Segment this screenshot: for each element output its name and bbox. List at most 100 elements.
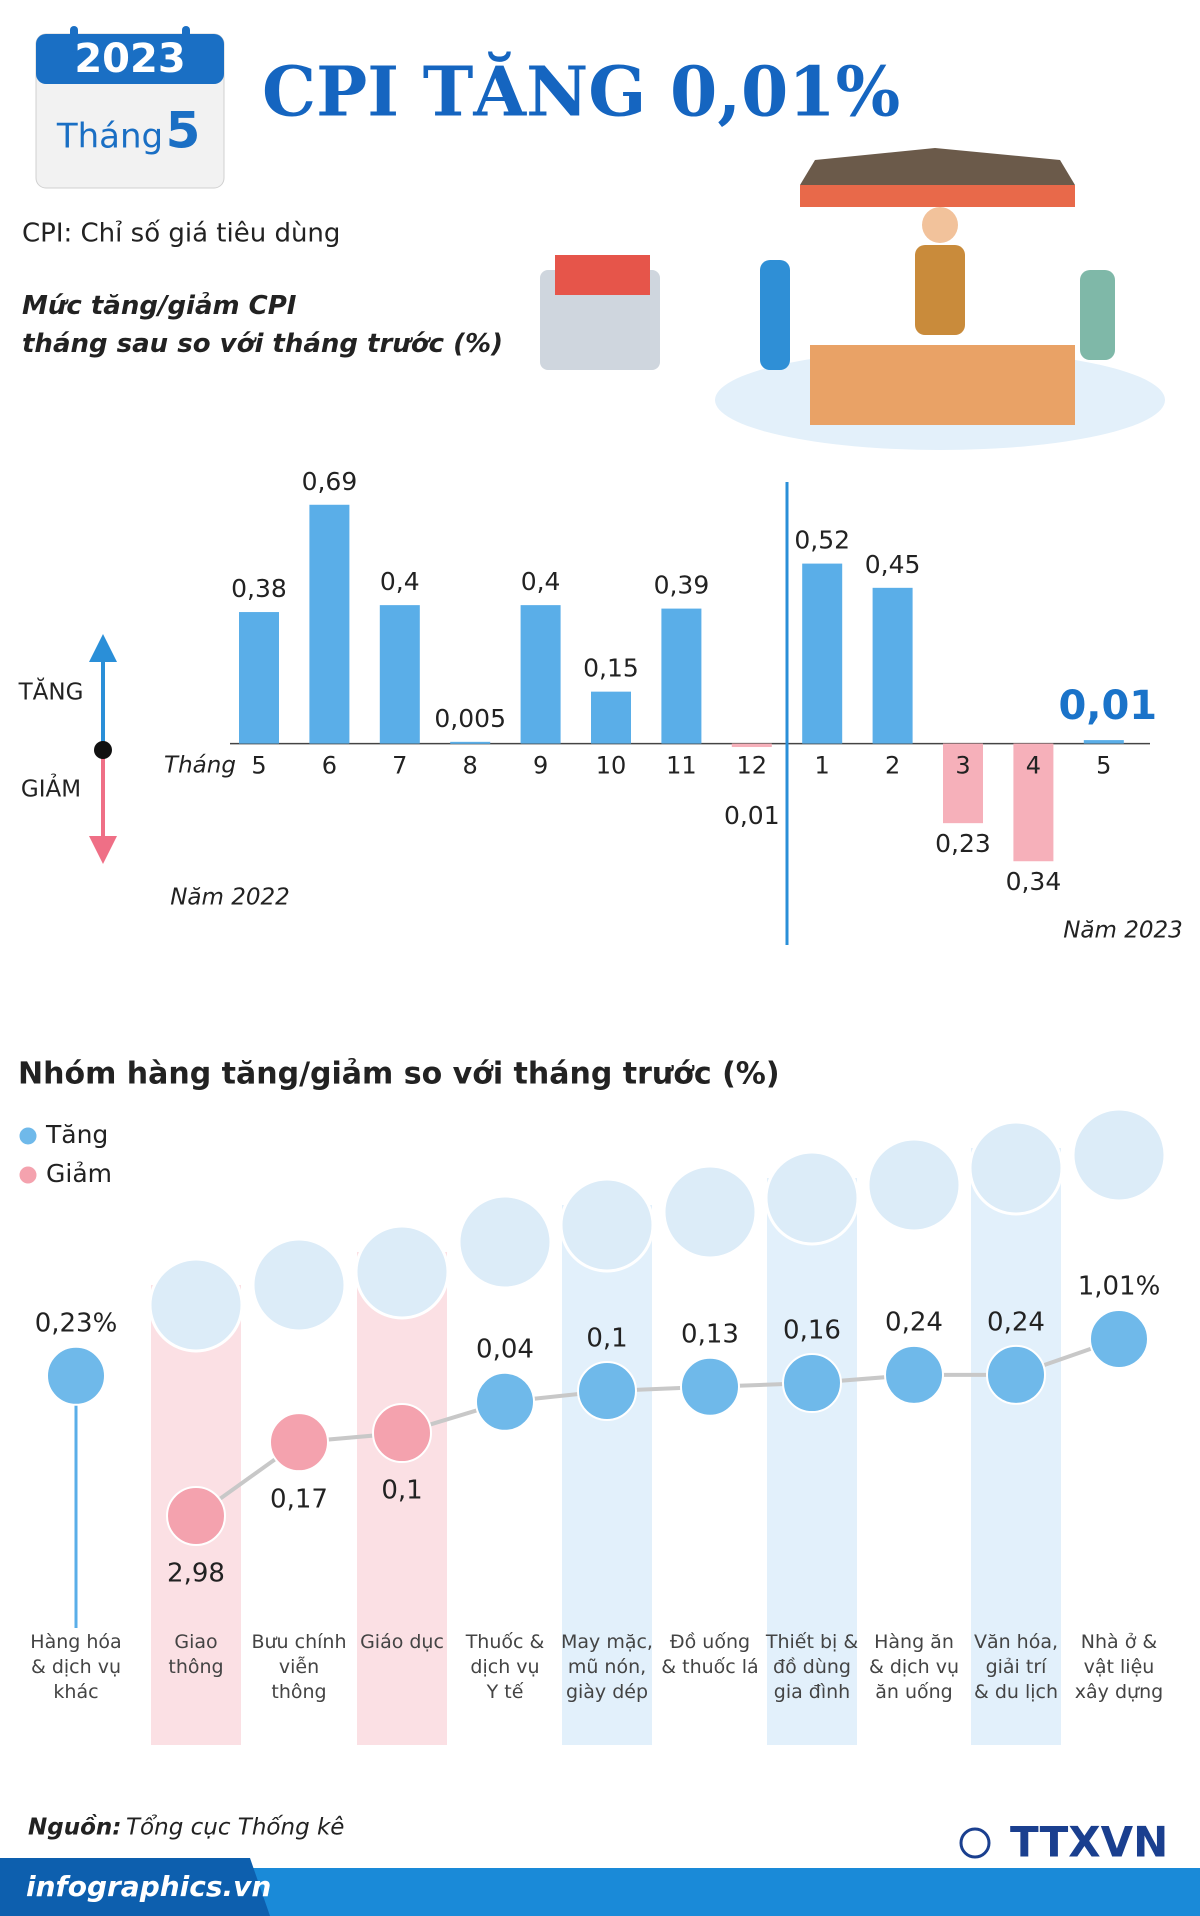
- year-label: Năm 2022: [170, 885, 290, 911]
- column-highlight: [971, 1148, 1061, 1745]
- x-tick-label: 3: [955, 752, 970, 780]
- dot: [680, 1356, 740, 1417]
- category-label: Giao thông: [168, 1631, 224, 1678]
- category-icon: [866, 1137, 962, 1233]
- x-tick-label: 4: [1026, 752, 1041, 780]
- dot: [986, 1344, 1046, 1405]
- category-label: Thiết bị & đồ dùng gia đình: [765, 1631, 859, 1703]
- value-label: 0,1: [381, 1476, 422, 1506]
- value-label: 0,01: [1058, 683, 1157, 729]
- copyright-mark: [959, 1827, 991, 1859]
- value-label: 0,01: [724, 801, 780, 830]
- x-tick-label: 8: [463, 752, 478, 780]
- x-axis-label: Tháng: [164, 753, 236, 779]
- value-label: 0,69: [302, 467, 358, 496]
- main-title: CPI TĂNG 0,01%: [262, 53, 900, 133]
- bar: [309, 504, 350, 744]
- x-tick-label: 11: [666, 752, 697, 780]
- value-label: 0,45: [865, 550, 921, 579]
- value-label: 1,01%: [1078, 1272, 1161, 1302]
- category-label: May mặc, mũ nón, giày dép: [561, 1631, 653, 1703]
- column-highlight: [562, 1205, 652, 1745]
- chart-title: Nhóm hàng tăng/giảm so với tháng trước (…: [18, 1057, 780, 1092]
- source-label: Nguồn:: [28, 1814, 121, 1841]
- bar: [872, 587, 913, 744]
- direction-label: TĂNG: [18, 678, 84, 706]
- value-label: 0,34: [1006, 867, 1062, 896]
- value-label: 0,39: [654, 571, 710, 600]
- dot: [269, 1412, 329, 1473]
- x-tick-label: 9: [533, 752, 548, 780]
- legend-label: Giảm: [46, 1159, 112, 1188]
- column-highlight: [767, 1178, 857, 1745]
- calendar-year: 2023: [74, 36, 185, 82]
- zero-dot: [94, 741, 112, 759]
- illustration: [540, 148, 1165, 450]
- value-label: 0,4: [380, 567, 420, 596]
- bar: [1083, 740, 1124, 744]
- category-label: Giáo dục: [360, 1631, 444, 1653]
- website: infographics.vn: [26, 1870, 271, 1903]
- category-label: Đồ uống & thuốc lá: [661, 1631, 759, 1678]
- dot: [372, 1403, 432, 1464]
- value-label: 0,38: [231, 574, 287, 603]
- category-icon: [764, 1150, 860, 1246]
- bar: [1013, 743, 1054, 862]
- value-label: 0,1: [586, 1323, 627, 1353]
- calendar-month-label: Tháng: [56, 117, 163, 157]
- x-tick-label: 7: [392, 752, 407, 780]
- bar: [450, 741, 491, 744]
- value-label: 0,13: [681, 1319, 739, 1349]
- value-label: 0,005: [434, 704, 506, 733]
- bar: [591, 691, 631, 744]
- category-icon: [251, 1237, 347, 1333]
- up-arrowhead: [89, 634, 117, 662]
- calendar-ring: [182, 26, 190, 52]
- calendar-month: 5: [166, 102, 201, 160]
- calendar-header: [36, 34, 224, 84]
- category-icon: [662, 1164, 758, 1260]
- dot: [1089, 1309, 1149, 1369]
- bar: [731, 743, 772, 748]
- value-label: 0,24: [987, 1307, 1045, 1337]
- bar: [802, 563, 843, 744]
- category-icon: [354, 1224, 450, 1320]
- value-label: 0,04: [476, 1334, 534, 1364]
- x-tick-label: 10: [596, 752, 627, 780]
- x-tick-label: 2: [885, 752, 900, 780]
- category-label: Hàng hóa & dịch vụ khác: [30, 1631, 122, 1703]
- value-label: 0,52: [794, 526, 850, 555]
- bar: [239, 612, 279, 744]
- category-icon: [457, 1194, 553, 1290]
- dot: [475, 1371, 535, 1432]
- value-label: 0,17: [270, 1485, 328, 1515]
- bar: [943, 743, 983, 824]
- category-icon: [559, 1177, 655, 1273]
- value-label: 0,23: [935, 829, 991, 858]
- legend-label: Tăng: [45, 1120, 108, 1149]
- dot: [884, 1344, 944, 1405]
- bar: [520, 605, 561, 744]
- category-label: Nhà ở & vật liệu xây dựng: [1074, 1631, 1164, 1703]
- subtitle: CPI: Chỉ số giá tiêu dùng: [22, 219, 340, 249]
- value-label: 2,98: [167, 1559, 225, 1589]
- category-label: Bưu chính viễn thông: [251, 1631, 347, 1703]
- category-icon: [148, 1257, 244, 1353]
- footer-tab: [0, 1858, 270, 1916]
- x-tick-label: 1: [815, 752, 830, 780]
- category-icon: [1071, 1107, 1167, 1203]
- logo: TTXVN: [1010, 1818, 1168, 1867]
- x-tick-label: 5: [251, 752, 266, 780]
- calendar-ring: [70, 26, 78, 52]
- x-tick-label: 12: [737, 752, 768, 780]
- value-label: 0,4: [521, 567, 561, 596]
- direction-label: GIẢM: [21, 774, 81, 803]
- value-label: 0,24: [885, 1307, 943, 1337]
- category-label: Văn hóa, giải trí & du lịch: [973, 1631, 1059, 1703]
- bar: [379, 605, 420, 744]
- category-icon: [968, 1120, 1064, 1216]
- dot: [166, 1486, 226, 1546]
- dot: [782, 1353, 842, 1414]
